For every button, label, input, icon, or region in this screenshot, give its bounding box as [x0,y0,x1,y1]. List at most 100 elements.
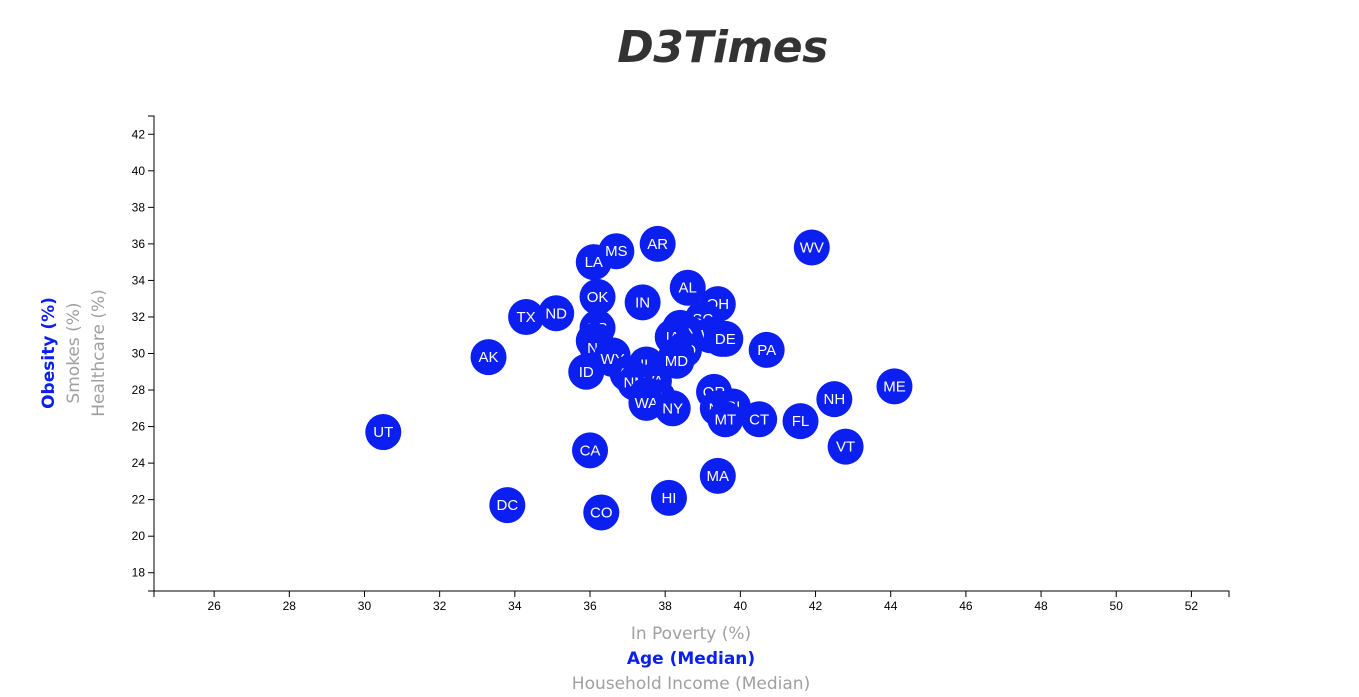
y-tick-label: 42 [132,127,146,141]
y-tick-label: 34 [132,273,146,287]
state-marker[interactable]: DE [707,320,744,357]
y-axis-label-healthcare[interactable]: Healthcare (%) [89,289,109,416]
state-marker[interactable]: NH [816,381,853,418]
state-abbr-label: AR [647,236,668,253]
data-points: UTDCAKTXNDLAMSARWVOKINALOHSCKYTNWIMIDEIA… [365,225,913,531]
state-circle[interactable] [508,298,545,335]
state-marker[interactable]: CA [572,432,609,469]
y-tick-label: 28 [132,383,146,397]
state-marker[interactable]: ID [568,353,605,390]
x-axis-line [153,590,1230,597]
state-abbr-label: DE [715,331,736,348]
x-axis-label-income[interactable]: Household Income (Median) [572,674,810,694]
state-marker[interactable]: AK [470,339,507,376]
x-tick-label: 34 [508,599,522,613]
state-circle[interactable] [583,494,620,531]
y-tick-label: 18 [132,566,146,580]
page-title: D3Times [617,22,828,73]
state-abbr-label: NH [823,391,845,408]
state-abbr-label: IN [635,294,650,311]
state-circle[interactable] [654,390,691,427]
state-circle[interactable] [568,353,605,390]
state-circle[interactable] [572,432,609,469]
state-abbr-label: AK [479,349,499,366]
x-axis-label-poverty[interactable]: In Poverty (%) [631,624,751,644]
state-circle[interactable] [365,414,402,451]
y-tick-label: 24 [132,456,146,470]
state-abbr-label: WV [800,240,824,257]
y-tick-label: 30 [132,347,146,361]
state-marker[interactable]: CO [583,494,620,531]
state-circle[interactable] [538,295,575,332]
state-circle[interactable] [707,401,744,438]
state-abbr-label: OK [587,289,609,306]
y-tick-label: 38 [132,200,146,214]
state-circle[interactable] [748,331,785,368]
state-circle[interactable] [816,381,853,418]
state-abbr-label: NY [662,400,683,417]
state-abbr-label: MA [707,468,730,485]
state-marker[interactable]: NY [654,390,691,427]
state-circle[interactable] [598,233,635,270]
x-tick-label: 38 [659,599,673,613]
state-abbr-label: ME [883,378,906,395]
y-tick-label: 26 [132,420,146,434]
x-axis-label-age[interactable]: Age (Median) [627,649,755,669]
state-marker[interactable]: IN [624,284,661,321]
state-circle[interactable] [793,229,830,266]
y-tick-label: 22 [132,493,146,507]
state-circle[interactable] [827,428,864,465]
state-marker[interactable]: PA [748,331,785,368]
x-tick-label: 50 [1110,599,1124,613]
state-circle[interactable] [741,401,778,438]
state-marker[interactable]: CT [741,401,778,438]
state-abbr-label: TX [517,309,536,326]
state-marker[interactable]: FL [782,403,819,440]
state-marker[interactable]: DC [489,487,526,524]
state-abbr-label: UT [373,424,393,441]
state-circle[interactable] [489,487,526,524]
state-circle[interactable] [639,225,676,262]
state-circle[interactable] [707,320,744,357]
state-marker[interactable]: AR [639,225,676,262]
state-abbr-label: CT [749,411,769,428]
state-marker[interactable]: HI [650,479,687,516]
state-circle[interactable] [470,339,507,376]
state-circle[interactable] [782,403,819,440]
state-circle[interactable] [624,284,661,321]
state-circle[interactable] [699,457,736,494]
state-marker[interactable]: WV [793,229,830,266]
y-tick-label: 20 [132,529,146,543]
state-marker[interactable]: TX [508,298,545,335]
state-abbr-label: WA [635,395,659,412]
x-tick-label: 30 [358,599,372,613]
state-marker[interactable]: UT [365,414,402,451]
state-marker[interactable]: ND [538,295,575,332]
state-marker[interactable]: ME [876,368,913,405]
state-circle[interactable] [650,479,687,516]
x-axis-labels: In Poverty (%) Age (Median) Household In… [572,624,810,694]
state-abbr-label: HI [661,490,676,507]
state-circle[interactable] [876,368,913,405]
y-axis-label-smokes[interactable]: Smokes (%) [64,302,84,403]
state-circle[interactable] [579,278,616,315]
state-marker[interactable]: MA [699,457,736,494]
state-circle[interactable] [669,269,706,306]
y-axis: 18 20 22 24 26 28 30 32 34 36 38 40 42 [132,115,155,592]
state-abbr-label: VT [836,439,855,456]
y-axis-labels: Obesity (%) Smokes (%) Healthcare (%) [39,289,109,416]
state-marker[interactable]: VT [827,428,864,465]
x-tick-label: 40 [734,599,748,613]
state-marker[interactable]: MS [598,233,635,270]
state-marker[interactable]: OK [579,278,616,315]
state-marker[interactable]: AL [669,269,706,306]
y-tick-label: 40 [132,164,146,178]
state-abbr-label: AL [679,280,697,297]
state-marker[interactable]: MT [707,401,744,438]
x-axis: 26 28 30 32 34 36 38 40 42 44 46 48 50 52 [153,590,1230,613]
state-abbr-label: ND [545,305,567,322]
y-axis-label-obesity[interactable]: Obesity (%) [39,297,59,409]
state-abbr-label: CA [580,442,601,459]
state-abbr-label: LA [585,254,603,271]
